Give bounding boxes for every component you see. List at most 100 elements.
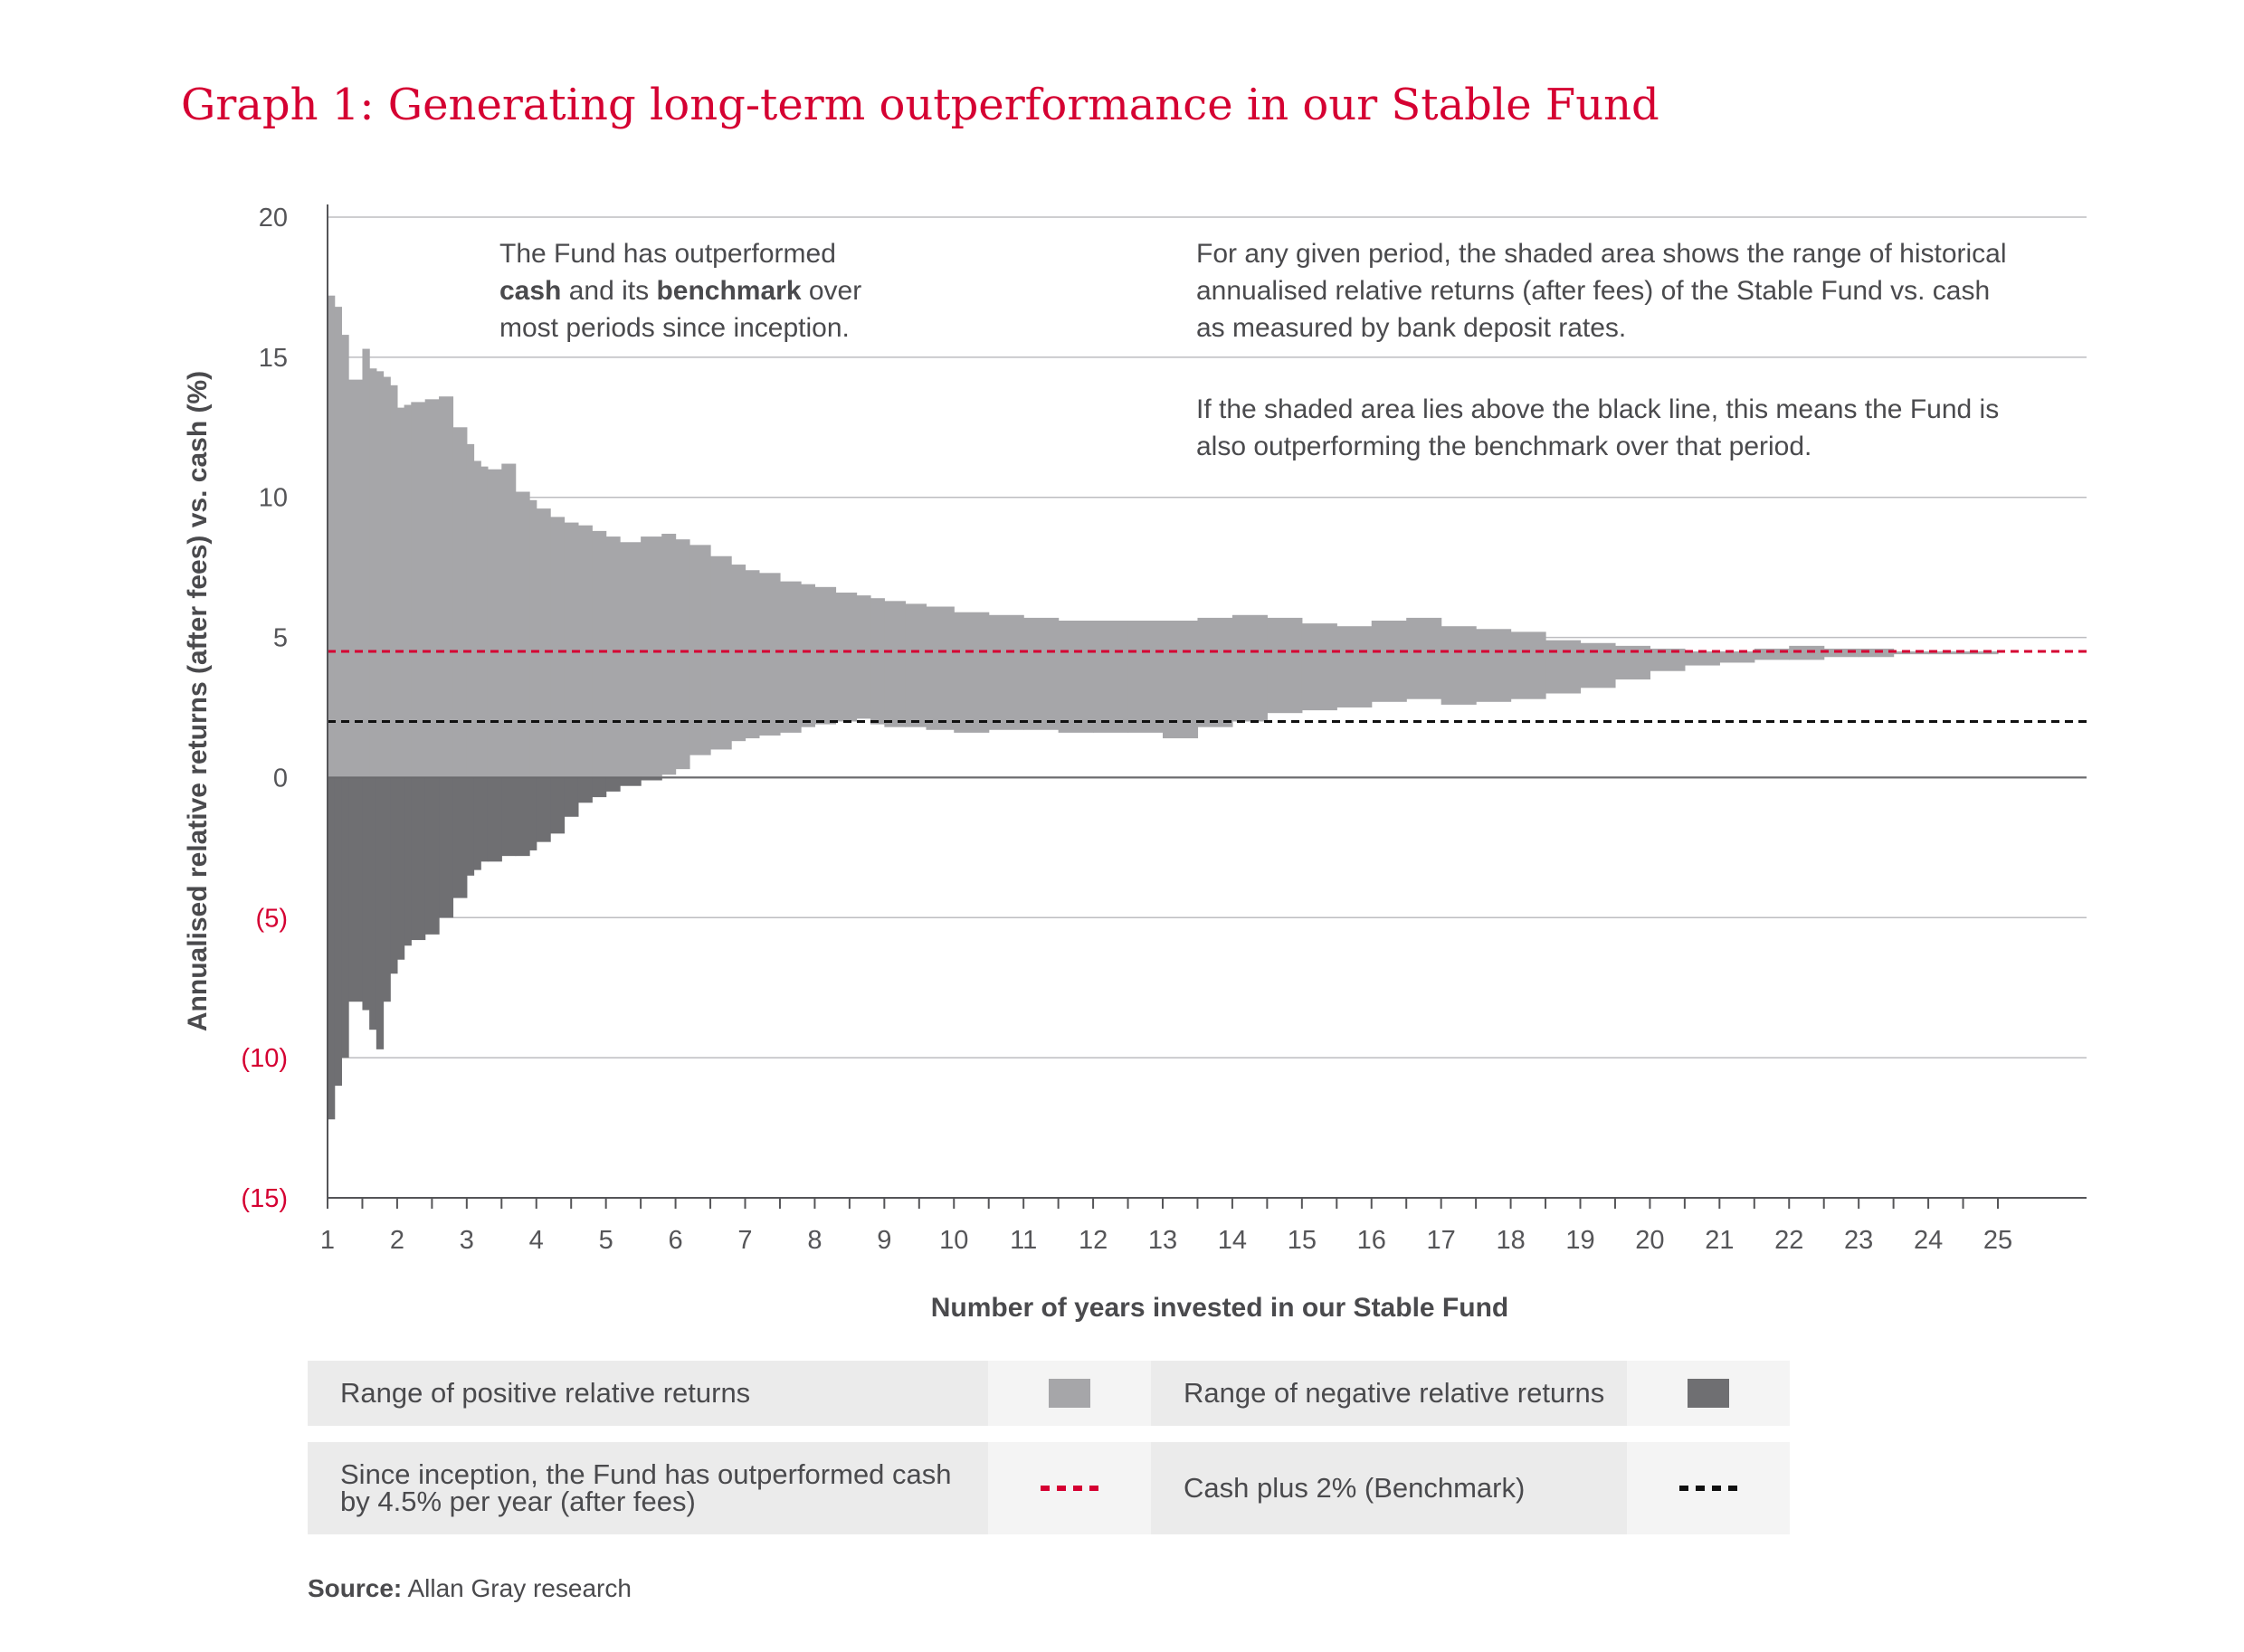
x-tick-label: 17 (1427, 1226, 1456, 1255)
positive-range-bar (1023, 617, 1060, 730)
y-tick-label: (15) (241, 1184, 288, 1213)
x-tick-label: 3 (460, 1226, 474, 1255)
legend-negative-label: Range of negative relative returns (1151, 1361, 1627, 1426)
legend-benchmark-label: Cash plus 2% (Benchmark) (1151, 1442, 1627, 1534)
positive-range-bar (1231, 614, 1268, 722)
positive-range-bar (1719, 651, 1755, 663)
positive-range-bar (383, 376, 391, 778)
negative-range-bar (452, 777, 468, 898)
negative-range-bar (620, 777, 642, 786)
negative-range-bar (334, 777, 342, 1087)
annotation-left: The Fund has outperformed cash and its be… (499, 239, 861, 343)
legend-positive-text: Range of positive relative returns (340, 1377, 751, 1409)
negative-range-bar (369, 777, 377, 1030)
positive-range-bar (1406, 617, 1442, 699)
positive-range-bar (641, 536, 662, 778)
annotation-line: as measured by bank deposit rates. (1196, 313, 1626, 343)
annotation-line: most periods since inception. (499, 313, 850, 343)
positive-range-bar (1823, 648, 1859, 658)
y-tick-label: (5) (256, 904, 288, 933)
x-tick-label: 19 (1565, 1226, 1594, 1255)
positive-range-bar (710, 555, 732, 750)
x-axis-label: Number of years invested in our Stable F… (931, 1293, 1508, 1323)
legend-benchmark-text: Cash plus 2% (Benchmark) (1184, 1472, 1526, 1504)
positive-range-bar (779, 581, 802, 733)
positive-range-bar (390, 385, 398, 778)
positive-range-bar (362, 348, 370, 778)
negative-range-bar (362, 777, 370, 1011)
positive-range-bar (905, 603, 927, 727)
black-dashed-swatch (1679, 1486, 1737, 1491)
positive-range-bar (745, 570, 760, 739)
positive-range-bar (1476, 629, 1512, 702)
x-tick-label: 21 (1705, 1226, 1734, 1255)
positive-range-bar (1197, 617, 1233, 727)
positive-range-bar (348, 379, 364, 778)
page-title: Graph 1: Generating long-term outperform… (181, 80, 1659, 130)
source-text: Allan Gray research (402, 1574, 632, 1602)
positive-range-bar (1093, 620, 1129, 733)
positive-range-bar (1928, 651, 1964, 655)
y-tick-label: 5 (273, 624, 288, 653)
positive-range-bar (1684, 651, 1720, 666)
positive-range-bar (369, 368, 377, 778)
positive-range-bar (1545, 640, 1582, 694)
y-tick-label: 0 (273, 764, 288, 793)
negative-range-bar (383, 777, 391, 1002)
positive-range-bar (1580, 642, 1616, 688)
x-tick-label: 20 (1635, 1226, 1664, 1255)
positive-range-bar (1371, 620, 1407, 702)
x-tick-label: 25 (1983, 1226, 2012, 1255)
x-tick-label: 12 (1079, 1226, 1108, 1255)
positive-range-bar (334, 307, 342, 778)
axes (327, 204, 2087, 1199)
negative-swatch (1688, 1379, 1729, 1408)
positive-range-bar (988, 614, 1024, 730)
x-tick-label: 7 (737, 1226, 752, 1255)
positive-range-bar (1301, 623, 1337, 711)
negative-range-bar (376, 777, 385, 1049)
area-series (328, 295, 2087, 1120)
positive-range-bar (870, 598, 885, 725)
negative-range-bar (396, 777, 405, 960)
positive-range-bar (328, 295, 336, 778)
positive-range-bar (529, 499, 537, 778)
positive-range-bar (814, 586, 837, 725)
x-tick-label: 1 (320, 1226, 335, 1255)
negative-range-bar (466, 777, 475, 876)
legend-benchmark-key (1627, 1442, 1790, 1534)
positive-range-bar (536, 508, 551, 778)
y-tick-label: (10) (241, 1044, 288, 1073)
positive-range-bar (501, 463, 517, 778)
negative-range-bar (641, 777, 662, 781)
positive-range-bar (884, 601, 907, 727)
positive-range-bar (341, 335, 349, 778)
positive-range-bar (487, 469, 502, 778)
legend-fund-key (988, 1442, 1151, 1534)
negative-range-bar (390, 777, 398, 974)
positive-range-bar (835, 593, 858, 722)
x-tick-label: 4 (529, 1226, 544, 1255)
positive-range-bar (550, 517, 566, 778)
positive-range-bar (1650, 648, 1686, 671)
positive-range-bar (439, 396, 454, 778)
legend-positive-key (988, 1361, 1151, 1426)
x-tick-label: 13 (1148, 1226, 1177, 1255)
negative-range-bar (550, 777, 566, 834)
x-tick-label: 16 (1357, 1226, 1386, 1255)
negative-range-bar (536, 777, 551, 842)
negative-range-bar (577, 777, 593, 803)
negative-range-bar (501, 777, 517, 857)
y-tick-labels: 20 15 10 5 0 (5) (10) (15) (241, 204, 288, 1213)
positive-range-bar (1058, 620, 1094, 733)
x-tick-label: 10 (939, 1226, 968, 1255)
positive-range-bar (404, 404, 412, 778)
negative-range-bar (564, 777, 579, 817)
x-tick-label: 5 (599, 1226, 613, 1255)
y-tick-label: 10 (259, 484, 288, 513)
positive-range-bar (1893, 651, 1929, 655)
positive-range-bar (466, 443, 475, 778)
negative-range-bar (473, 777, 481, 870)
negative-range-bar (411, 777, 426, 941)
negative-range-bar (515, 777, 530, 857)
